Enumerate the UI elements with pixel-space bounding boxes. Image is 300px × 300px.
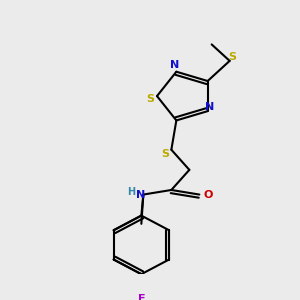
- Text: S: S: [161, 149, 169, 159]
- Text: N: N: [205, 102, 214, 112]
- Text: S: S: [229, 52, 237, 62]
- Text: N: N: [136, 190, 145, 200]
- Text: H: H: [127, 187, 135, 197]
- Text: O: O: [204, 190, 213, 200]
- Text: N: N: [170, 60, 179, 70]
- Text: S: S: [146, 94, 154, 104]
- Text: F: F: [138, 294, 145, 300]
